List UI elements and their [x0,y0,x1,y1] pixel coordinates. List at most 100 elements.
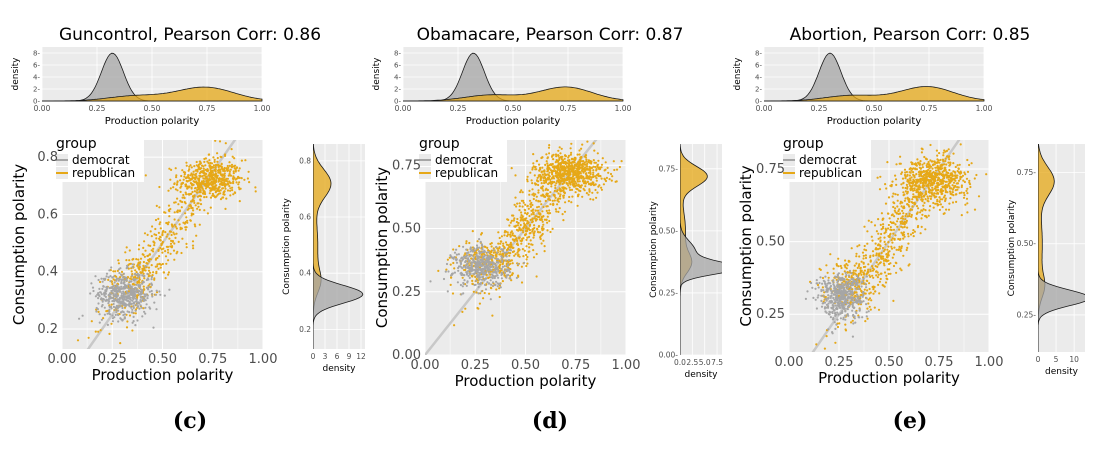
point-republican [170,223,173,226]
point-republican [519,191,522,194]
point-republican [832,267,835,270]
point-republican [887,223,891,227]
point-republican [951,188,955,191]
point-republican [516,217,519,221]
point-republican [233,191,236,194]
point-republican [547,168,550,171]
point-republican [143,232,147,235]
point-democrat [141,289,144,292]
point-democrat [141,315,144,318]
point-republican [549,180,552,183]
point-democrat [163,294,166,297]
point-democrat [99,291,102,294]
point-republican [912,173,915,176]
point-republican [843,264,846,267]
point-republican [545,218,548,221]
point-republican [125,326,129,329]
point-republican [515,237,518,240]
point-republican [910,215,913,218]
point-democrat [122,311,125,314]
point-republican [512,234,516,237]
point-republican [185,179,188,183]
point-republican [540,215,543,218]
point-democrat [475,279,478,282]
point-republican [920,151,924,154]
point-republican [219,165,222,168]
point-republican [185,216,188,219]
point-republican [973,177,976,180]
point-democrat [489,298,492,301]
point-republican [857,272,861,275]
x-tick-label: 0.75 [198,352,227,367]
point-republican [598,111,600,113]
point-republican [898,212,902,215]
point-democrat [102,298,105,301]
point-democrat [494,283,497,286]
point-republican [955,200,958,203]
point-layer [425,111,623,355]
point-democrat [107,276,110,279]
point-republican [526,255,529,259]
point-democrat [123,296,126,299]
point-republican [596,191,599,194]
point-republican [509,274,512,277]
point-republican [931,164,935,167]
point-democrat [495,251,499,254]
point-republican [592,142,595,145]
point-republican [149,244,152,247]
point-republican [188,177,191,180]
point-republican [927,197,930,200]
point-republican [208,153,211,156]
point-republican [893,215,896,218]
point-republican [563,172,566,175]
point-republican [461,276,464,279]
point-democrat [467,259,471,262]
point-republican [223,190,226,193]
point-republican [196,182,199,186]
point-republican [549,199,552,202]
point-republican [185,183,188,186]
point-republican [600,188,604,191]
point-republican [583,161,586,164]
point-republican [537,205,541,208]
point-democrat [487,255,490,258]
point-republican [538,163,541,166]
point-democrat [477,267,481,271]
point-republican [202,192,205,195]
point-republican [937,188,940,191]
point-democrat [119,290,122,293]
point-republican [449,283,452,286]
point-republican [948,202,951,205]
point-republican [125,259,128,262]
point-republican [951,136,953,138]
point-republican [541,225,544,228]
point-republican [73,410,75,412]
point-republican [881,284,884,287]
point-republican [539,231,542,234]
point-republican [562,180,566,183]
point-republican [546,156,550,159]
point-republican [99,329,102,332]
point-republican [437,269,440,272]
point-republican [931,167,934,170]
point-democrat [505,274,508,277]
point-republican [473,251,476,254]
point-republican [543,245,546,248]
point-republican [894,234,897,237]
point-democrat [500,267,503,270]
point-republican [894,261,897,264]
point-republican [595,196,598,199]
point-republican [858,280,861,283]
point-republican [525,217,528,220]
point-republican [915,181,918,184]
point-republican [536,180,539,183]
point-democrat [464,266,467,269]
point-democrat [141,282,144,285]
y-tick-label: 6- [394,62,401,70]
point-republican [910,213,913,217]
point-republican [930,195,933,198]
point-democrat [139,304,142,307]
point-republican [518,248,521,251]
point-republican [959,176,962,179]
point-republican [880,232,883,236]
